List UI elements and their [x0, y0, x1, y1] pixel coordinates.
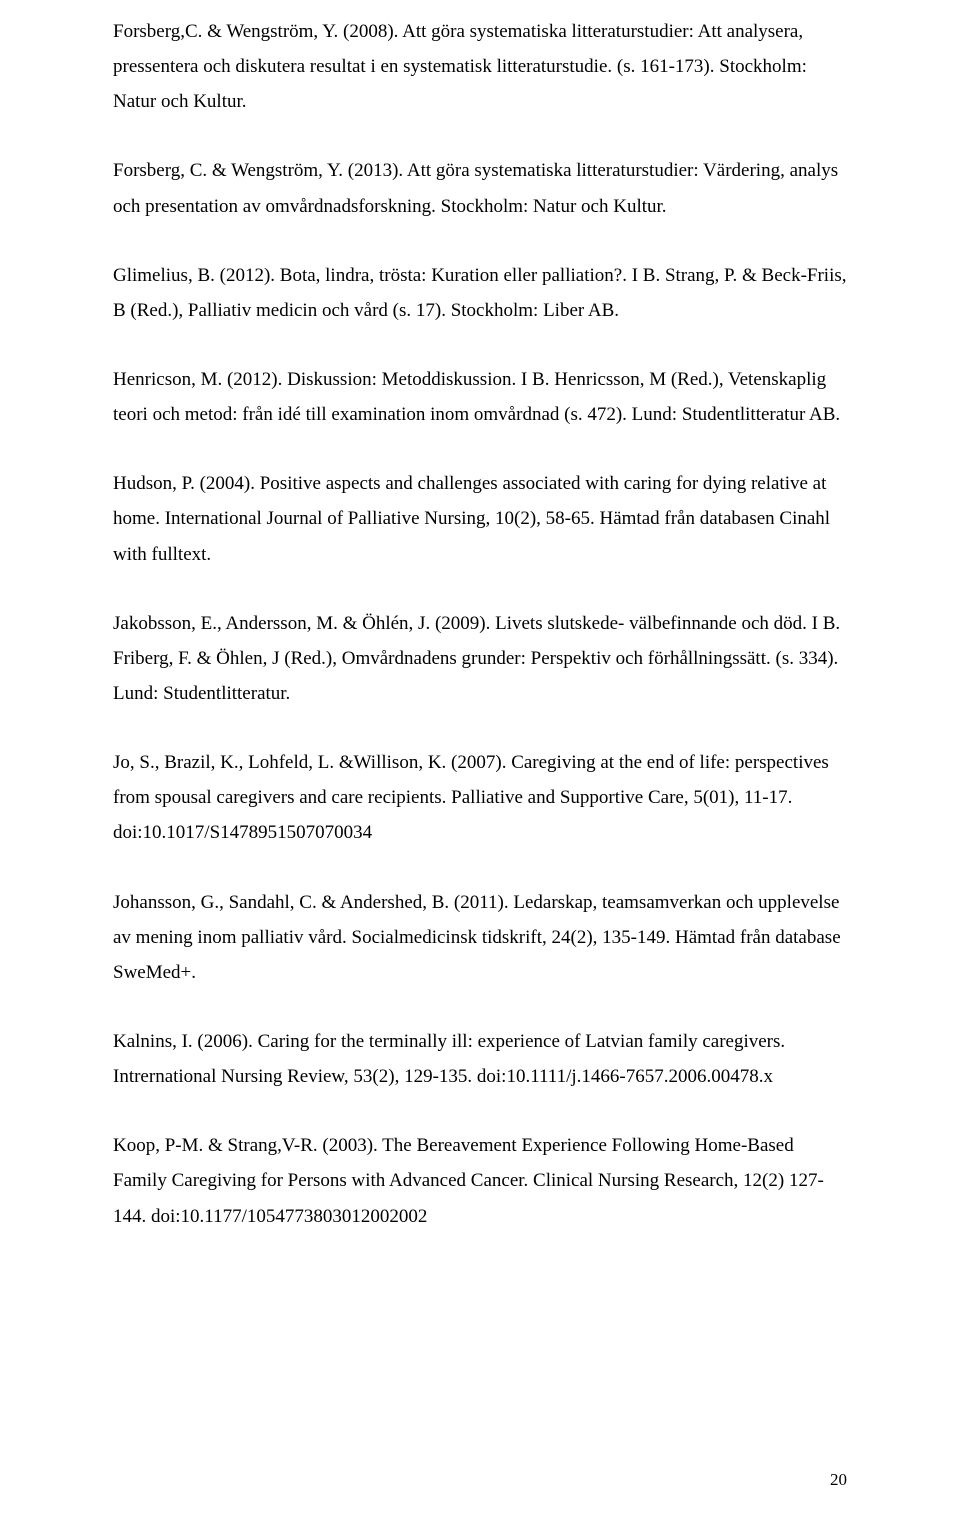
reference-text: Forsberg, C. & Wengström, Y. (2013). Att…	[113, 160, 838, 216]
reference-text: Koop, P-M. & Strang,V-R. (2003). The Ber…	[113, 1135, 824, 1226]
document-page: Forsberg,C. & Wengström, Y. (2008). Att …	[0, 0, 960, 1515]
reference-entry: Jo, S., Brazil, K., Lohfeld, L. &Williso…	[113, 745, 847, 850]
reference-text: Henricson, M. (2012). Diskussion: Metodd…	[113, 369, 840, 425]
reference-text: Hudson, P. (2004). Positive aspects and …	[113, 473, 830, 564]
reference-text: Kalnins, I. (2006). Caring for the termi…	[113, 1031, 785, 1087]
reference-entry: Jakobsson, E., Andersson, M. & Öhlén, J.…	[113, 606, 847, 711]
page-number: 20	[830, 1464, 847, 1495]
reference-text: Jo, S., Brazil, K., Lohfeld, L. &Williso…	[113, 752, 829, 843]
reference-entry: Henricson, M. (2012). Diskussion: Metodd…	[113, 362, 847, 432]
reference-entry: Forsberg, C. & Wengström, Y. (2013). Att…	[113, 153, 847, 223]
reference-entry: Hudson, P. (2004). Positive aspects and …	[113, 466, 847, 571]
reference-text: Jakobsson, E., Andersson, M. & Öhlén, J.…	[113, 613, 840, 704]
reference-text: Glimelius, B. (2012). Bota, lindra, trös…	[113, 265, 847, 321]
reference-entry: Glimelius, B. (2012). Bota, lindra, trös…	[113, 258, 847, 328]
reference-text: Forsberg,C. & Wengström, Y. (2008). Att …	[113, 21, 807, 112]
reference-entry: Koop, P-M. & Strang,V-R. (2003). The Ber…	[113, 1128, 847, 1233]
reference-entry: Kalnins, I. (2006). Caring for the termi…	[113, 1024, 847, 1094]
reference-entry: Forsberg,C. & Wengström, Y. (2008). Att …	[113, 14, 847, 119]
reference-entry: Johansson, G., Sandahl, C. & Andershed, …	[113, 885, 847, 990]
reference-text: Johansson, G., Sandahl, C. & Andershed, …	[113, 892, 841, 983]
